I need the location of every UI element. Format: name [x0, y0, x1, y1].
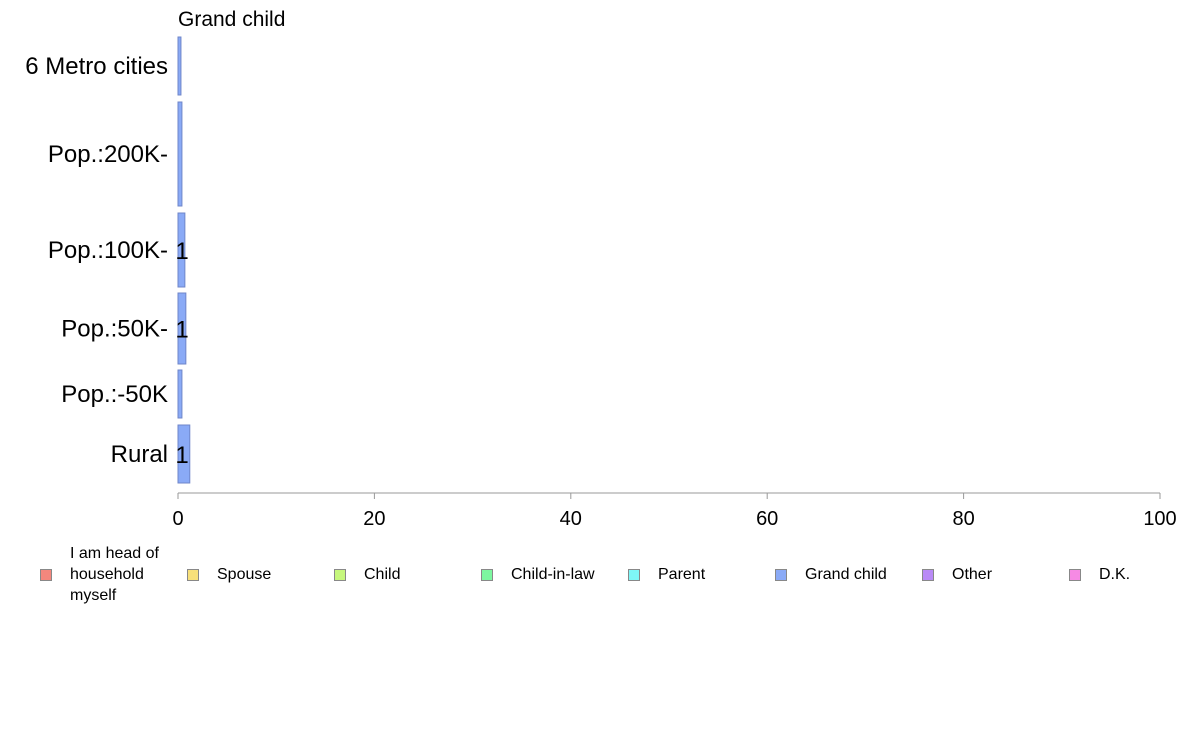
legend-swatch: [628, 568, 640, 581]
legend-item: Grand child: [775, 564, 887, 585]
legend-swatch: [481, 568, 493, 581]
category-label: Pop.:100K-: [48, 237, 168, 264]
bar: [177, 36, 182, 96]
bar: [177, 292, 187, 365]
legend: I am head of household myself Spouse Child…: [0, 540, 1188, 620]
legend-item: Parent: [628, 564, 705, 585]
legend-swatch: [1069, 568, 1081, 581]
legend-swatch: [40, 568, 52, 581]
x-tick-label: 40: [560, 508, 582, 530]
category-label: Pop.:200K-: [48, 141, 168, 168]
data-label: 1: [175, 238, 188, 265]
legend-item: Spouse: [187, 564, 271, 585]
data-label: 1: [175, 317, 188, 344]
legend-item: Other: [922, 564, 992, 585]
panel-title: Grand child: [178, 8, 285, 31]
legend-swatch: [187, 568, 199, 581]
x-tick-label: 60: [756, 508, 778, 530]
bar: [177, 212, 186, 288]
legend-label: D.K.: [1099, 566, 1131, 583]
bar: [177, 369, 183, 419]
legend-label: Other: [952, 566, 993, 583]
legend-label: Grand child: [805, 566, 887, 583]
category-label: Rural: [111, 441, 168, 468]
legend-swatch: [334, 568, 346, 581]
legend-swatch: [922, 568, 934, 581]
x-tick-label: 80: [952, 508, 974, 530]
legend-label: Child-in-law: [511, 566, 595, 583]
category-label: 6 Metro cities: [25, 53, 168, 80]
x-tick-label: 100: [1143, 508, 1176, 530]
legend-swatch: [775, 568, 787, 581]
legend-item: I am head of household myself: [40, 543, 159, 606]
category-label: Pop.:-50K: [61, 381, 168, 408]
bar: [177, 101, 183, 207]
legend-label: Spouse: [217, 566, 272, 583]
x-tick-label: 20: [363, 508, 385, 530]
legend-item: Child: [334, 564, 400, 585]
x-tick-label: 0: [172, 508, 183, 530]
legend-label: Parent: [658, 566, 706, 583]
data-label: 1: [175, 442, 188, 469]
legend-label: Child: [364, 566, 401, 583]
legend-label: I am head of household myself: [70, 545, 159, 604]
legend-item: D.K.: [1069, 564, 1130, 585]
bar-chart: Grand child 6 Metro cities Pop.:200K- Pop.…: [25, 8, 1176, 530]
bar: [177, 424, 191, 484]
legend-item: Child-in-law: [481, 564, 595, 585]
category-label: Pop.:50K-: [61, 316, 168, 343]
